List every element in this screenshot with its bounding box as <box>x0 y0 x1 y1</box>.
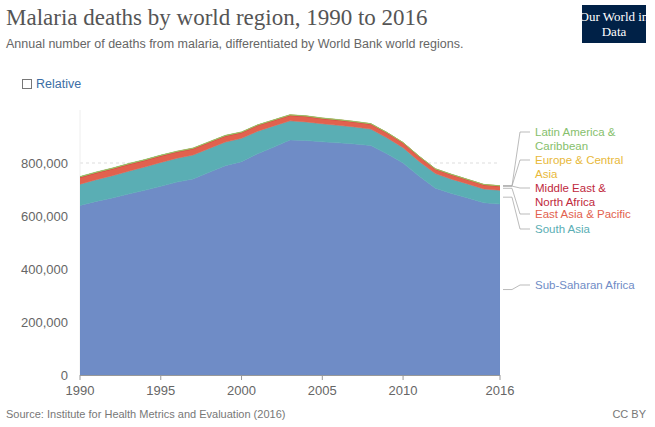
y-tick-label: 800,000 <box>21 156 68 171</box>
y-tick-label: 0 <box>61 368 68 383</box>
x-tick <box>322 375 323 380</box>
x-axis-line <box>80 375 500 376</box>
area <box>80 116 500 191</box>
logo-line: Our World in <box>580 9 649 24</box>
legend-label-line: Caribbean <box>535 140 588 152</box>
license: CC BY <box>612 408 646 420</box>
x-tick <box>403 375 404 380</box>
legend-label: Middle East & North Africa <box>535 182 606 208</box>
plot-area <box>80 115 500 375</box>
x-tick <box>160 375 161 380</box>
logo-line: Data <box>602 24 627 39</box>
x-tick-label: 1995 <box>146 383 175 398</box>
legend-label-line: South Asia <box>535 223 591 235</box>
x-tick <box>241 375 242 380</box>
legend-label: Europe & Central Asia <box>535 154 623 180</box>
legend-label-line: Sub-Saharan Africa <box>535 279 635 291</box>
legend-label: Latin America & Caribbean <box>535 126 616 152</box>
x-tick-label: 1990 <box>66 383 95 398</box>
leader-line <box>503 285 530 290</box>
area <box>80 115 500 186</box>
leader-line <box>503 132 530 186</box>
legend-label-line: East Asia & Pacific <box>535 208 631 220</box>
legend-label-line: North Africa <box>535 196 596 208</box>
logo: Our World inData <box>580 9 649 39</box>
legend-label-line: Middle East & <box>535 182 606 194</box>
area <box>80 115 500 186</box>
area <box>80 115 500 186</box>
leader-line <box>503 188 530 214</box>
legend-label-line: Latin America & <box>535 126 616 138</box>
legend-label: South Asia <box>535 223 591 235</box>
y-tick-label: 600,000 <box>21 209 68 224</box>
x-tick-label: 2000 <box>227 383 256 398</box>
legend-label-line: Asia <box>535 168 558 180</box>
source: Source: Institute for Health Metrics and… <box>6 408 285 420</box>
y-tick-label: 400,000 <box>21 262 68 277</box>
y-tick-label: 200,000 <box>21 315 68 330</box>
toggle-label[interactable]: Relative <box>36 77 81 91</box>
legend-label-line: Europe & Central <box>535 154 623 166</box>
x-tick-label: 2005 <box>308 383 337 398</box>
x-tick <box>80 375 81 380</box>
legend-label: East Asia & Pacific <box>535 208 631 220</box>
title: Malaria deaths by world region, 1990 to … <box>6 5 428 30</box>
subtitle: Annual number of deaths from malaria, di… <box>6 37 463 51</box>
x-tick <box>500 375 501 380</box>
leader-line <box>503 160 530 186</box>
x-tick-label: 2016 <box>486 383 515 398</box>
x-tick-label: 2010 <box>389 383 418 398</box>
legend-label: Sub-Saharan Africa <box>535 279 635 291</box>
leader-line <box>503 186 530 188</box>
chart: Malaria deaths by world region, 1990 to … <box>0 0 655 427</box>
toggle-box[interactable] <box>23 80 32 89</box>
